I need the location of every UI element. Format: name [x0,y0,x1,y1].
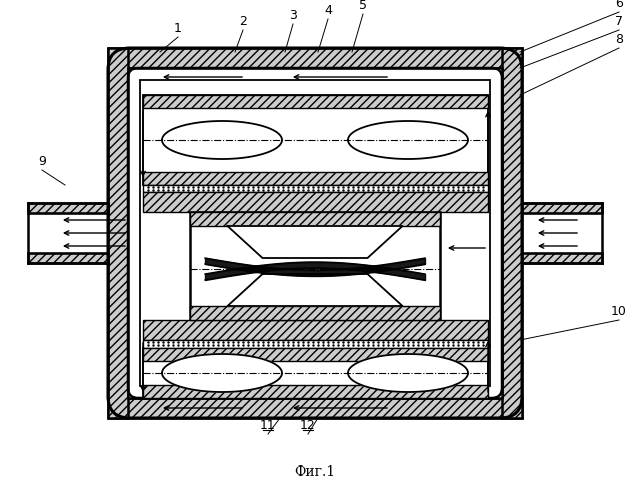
Text: 2: 2 [239,15,247,28]
Text: 7: 7 [615,15,623,28]
Polygon shape [228,226,403,258]
Text: 9: 9 [38,155,46,168]
Bar [143,192,488,212]
Bar [143,385,488,398]
Text: Фиг.1: Фиг.1 [295,465,336,479]
Bar [128,68,502,398]
Text: 4: 4 [324,4,332,17]
Bar [143,348,488,361]
Bar [28,253,108,263]
Text: 8: 8 [615,33,623,46]
Bar [140,80,490,386]
Polygon shape [162,354,282,392]
Polygon shape [348,121,468,159]
Bar [143,320,488,340]
Bar [522,253,602,263]
Text: 6: 6 [615,0,623,10]
Text: 11: 11 [260,419,276,432]
Polygon shape [348,354,468,392]
Polygon shape [228,274,403,306]
Bar [143,95,488,108]
Bar [143,185,488,192]
Bar [143,348,488,398]
Bar [108,48,522,68]
Text: 5: 5 [359,0,367,12]
Bar [108,48,128,418]
Bar [190,306,440,320]
Bar [143,95,488,185]
Text: 12: 12 [300,419,316,432]
Text: 3: 3 [289,9,297,22]
Bar [190,212,440,320]
Bar [143,340,488,348]
Bar [108,398,522,418]
Bar [128,68,502,398]
Bar [502,48,522,418]
Bar [522,203,602,213]
Text: 10: 10 [611,305,627,318]
Polygon shape [162,121,282,159]
Bar [190,212,440,226]
Bar [28,203,108,213]
Bar [143,172,488,185]
Text: 1: 1 [174,22,182,35]
